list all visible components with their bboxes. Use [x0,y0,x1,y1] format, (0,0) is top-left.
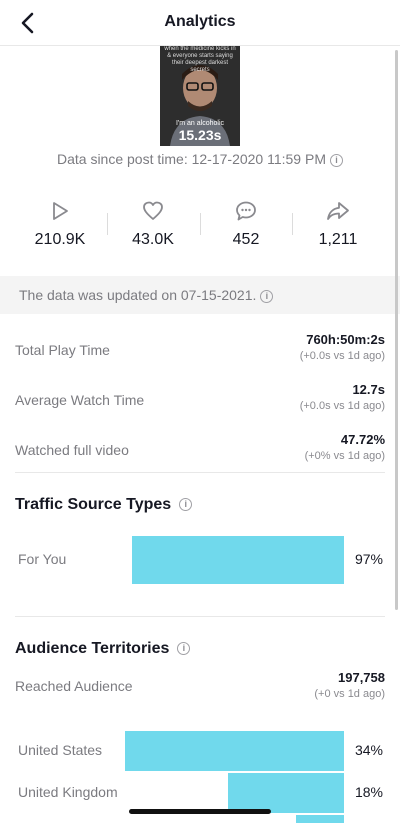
bar-percent: 18% [354,784,383,800]
stat-comments: 452 [196,195,296,255]
bar-fill [125,731,344,771]
audience-section-title: Audience Territories i [15,640,191,658]
traffic-section-title: Traffic Source Types i [15,496,193,514]
chevron-left-icon [21,12,34,34]
video-duration: 15.23s [178,127,222,143]
stat-value: 43.0K [132,231,174,248]
metric-delta: (+0.0s vs 1d ago) [299,400,385,412]
video-thumbnail[interactable]: when the medicine kicks in & everyone st… [160,46,240,146]
metric-total-play-time: Total Play Time 760h:50m:2s (+0.0s vs 1d… [15,332,385,368]
stat-shares: 1,211 [288,195,388,255]
thumbnail-quote: I'm an alcoholic [175,120,225,127]
info-icon[interactable]: i [330,153,343,167]
bar-track [125,773,344,813]
metric-delta: (+0% vs 1d ago) [304,450,385,462]
metric-value: 47.72% [340,432,385,447]
back-button[interactable] [14,10,40,36]
bar-fill [295,815,344,823]
info-icon[interactable]: i [179,498,193,512]
reached-audience-label: Reached Audience [15,678,133,694]
thumbnail-caption: when the medicine kicks in & everyone st… [164,46,236,73]
territory-bar-row-partial [18,815,385,823]
section-divider [15,616,385,617]
metric-average-watch-time: Average Watch Time 12.7s (+0.0s vs 1d ag… [15,382,385,418]
section-title-text: Audience Territories [15,640,170,657]
bar-track [125,731,344,771]
bar-track [125,815,344,823]
stat-divider [292,213,293,235]
data-since-row: Data since post time: 12-17-2020 11:59 P… [0,151,400,167]
bar-percent: 34% [354,742,383,758]
scrollbar[interactable] [395,50,398,610]
play-icon [53,202,68,220]
territory-bar-row: United Kingdom 18% [18,773,385,813]
metric-label: Watched full video [15,442,129,458]
home-indicator[interactable] [129,809,271,814]
stat-likes: 43.0K [103,195,203,255]
data-updated-banner: The data was updated on 07-15-2021. i [0,276,400,314]
metric-value: 760h:50m:2s [306,332,385,347]
bar-percent: 97% [354,551,383,567]
reached-audience-value: 197,758 [338,670,385,685]
metric-value: 12.7s [352,382,385,397]
bar-fill [228,773,344,813]
section-divider [15,472,385,473]
bar-track [125,536,344,584]
top-bar: Analytics [0,0,400,46]
reached-audience-delta: (+0 vs 1d ago) [314,688,385,700]
metric-label: Total Play Time [15,342,110,358]
data-updated-text: The data was updated on 07-15-2021. [19,287,257,303]
bar-label: United States [18,742,103,758]
stat-views: 210.9K [10,195,110,255]
stat-value: 1,211 [318,231,358,248]
stat-value: 210.9K [34,231,86,248]
data-since-text: Data since post time: 12-17-2020 11:59 P… [56,151,326,167]
person-image [160,46,240,146]
traffic-bar-row: For You 97% [18,536,385,584]
page-title: Analytics [164,13,236,30]
metric-delta: (+0.0s vs 1d ago) [299,350,385,362]
info-icon[interactable]: i [260,289,274,303]
comment-icon [236,201,256,221]
bar-label: For You [18,551,67,567]
stat-value: 452 [232,231,260,248]
info-icon[interactable]: i [177,642,191,656]
heart-icon [143,201,163,220]
engagement-stats: 210.9K 43.0K 452 1,211 [0,195,400,255]
share-icon [327,202,349,220]
bar-label: United Kingdom [18,784,118,800]
metric-watched-full-video: Watched full video 47.72% (+0% vs 1d ago… [15,432,385,468]
metric-label: Average Watch Time [15,392,145,408]
stat-divider [107,213,108,235]
stat-divider [200,213,201,235]
territory-bar-row: United States 34% [18,731,385,771]
bar-fill [131,536,344,584]
section-title-text: Traffic Source Types [15,496,172,513]
